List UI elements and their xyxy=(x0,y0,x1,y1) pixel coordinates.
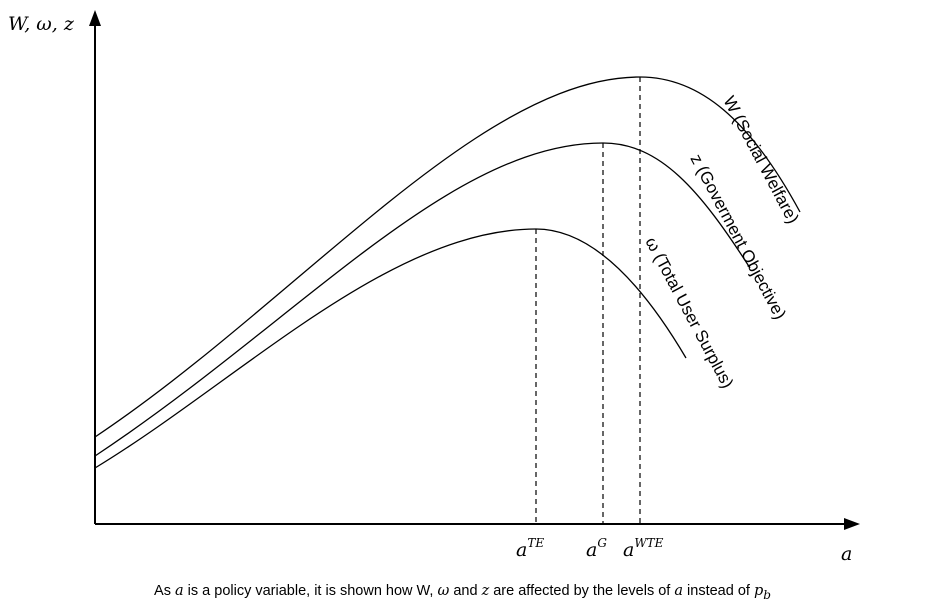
x-axis-arrowhead xyxy=(844,518,860,530)
tick-label-a-g: aG xyxy=(586,536,607,561)
tick-label-a-wte: aWTE xyxy=(623,536,664,561)
x-axis-label: a xyxy=(841,543,852,565)
figure-caption: As a is a policy variable, it is shown h… xyxy=(154,583,771,602)
tick-label-a-te: aTE xyxy=(516,536,544,561)
y-axis-arrowhead xyxy=(89,10,101,26)
series-line-social-welfare xyxy=(94,76,801,438)
series-line-total-user-surplus xyxy=(94,228,687,469)
y-axis-label: W, ω, z xyxy=(8,13,75,35)
series-line-government-objective xyxy=(94,142,751,457)
